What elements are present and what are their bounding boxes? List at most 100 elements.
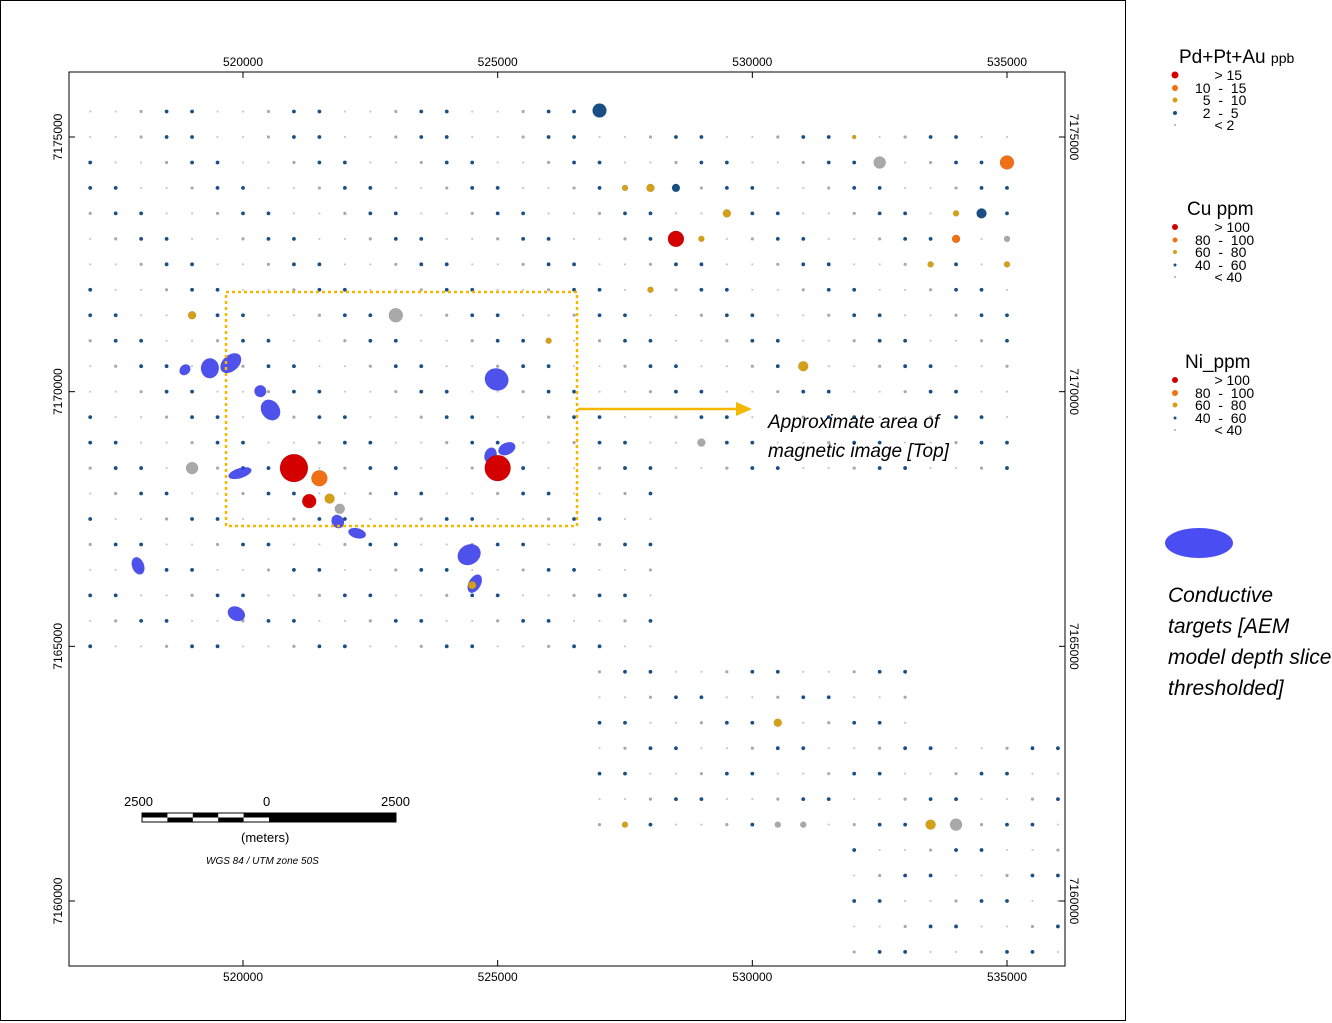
sample-point xyxy=(572,492,576,495)
sample-point xyxy=(419,135,424,139)
sample-point xyxy=(597,822,602,827)
x-tick-label-bottom: 520000 xyxy=(223,970,263,984)
sample-point xyxy=(292,364,296,369)
sample-point xyxy=(1005,466,1009,470)
sample-point xyxy=(292,517,296,521)
sample-point xyxy=(826,287,831,292)
sample-point xyxy=(496,288,499,291)
anomalous-sample xyxy=(187,311,197,320)
sample-point xyxy=(929,339,932,342)
legend-label: < 2 xyxy=(1195,117,1235,133)
sample-point xyxy=(954,466,958,470)
sample-point xyxy=(903,135,907,139)
sample-point xyxy=(801,236,806,241)
sample-point xyxy=(215,644,220,649)
sample-point xyxy=(904,441,907,444)
sample-point xyxy=(928,135,933,139)
sample-point xyxy=(853,798,856,801)
sample-point xyxy=(903,924,907,929)
sample-point xyxy=(266,135,271,139)
x-tick-label-top: 535000 xyxy=(987,55,1027,69)
sample-point xyxy=(852,822,856,827)
sample-point xyxy=(878,416,881,419)
sample-point xyxy=(215,313,220,318)
sample-point xyxy=(878,288,881,291)
sample-point xyxy=(470,160,475,165)
sample-point xyxy=(801,797,806,802)
sample-point xyxy=(445,466,448,470)
sample-point xyxy=(241,237,245,241)
sample-point xyxy=(88,466,92,470)
sample-point xyxy=(623,491,627,496)
sample-point xyxy=(445,186,449,190)
sample-point xyxy=(317,186,321,190)
sample-point xyxy=(114,568,117,572)
sample-point xyxy=(546,415,551,419)
sample-point xyxy=(470,593,475,598)
sample-point xyxy=(597,466,602,470)
anomalous-sample xyxy=(1003,235,1011,243)
sample-point xyxy=(750,237,754,241)
legend-label: < 40 xyxy=(1195,422,1243,438)
sample-point xyxy=(190,415,194,420)
sample-point xyxy=(598,492,601,495)
sample-point xyxy=(368,364,372,368)
sample-point xyxy=(699,287,704,292)
sample-point xyxy=(623,313,627,318)
sample-point xyxy=(369,517,372,521)
sample-point xyxy=(903,262,907,266)
legend-symbol xyxy=(1173,263,1177,266)
sample-point xyxy=(445,593,449,597)
sample-point xyxy=(699,313,703,317)
sample-point xyxy=(1056,746,1060,751)
sample-point xyxy=(1005,288,1009,291)
sample-point xyxy=(444,135,449,139)
sample-point xyxy=(445,339,448,342)
sample-point xyxy=(623,771,627,776)
sample-point xyxy=(164,236,169,241)
sample-point xyxy=(547,441,550,444)
sample-point xyxy=(853,237,856,240)
sample-point xyxy=(1031,772,1034,775)
sample-point xyxy=(471,492,474,495)
sample-point xyxy=(266,568,271,572)
sample-point xyxy=(368,619,372,623)
sample-point xyxy=(496,161,499,164)
sample-point xyxy=(114,237,118,241)
conductive-target xyxy=(457,544,481,566)
sample-point xyxy=(114,416,117,419)
sample-point xyxy=(598,390,601,393)
sample-point xyxy=(267,594,270,597)
sample-point xyxy=(470,339,474,343)
sample-point xyxy=(139,542,144,547)
legend-cu-item: > 100 xyxy=(1145,220,1254,234)
sample-point xyxy=(674,389,678,394)
sample-point xyxy=(674,746,678,751)
sample-point xyxy=(750,313,755,318)
y-tick-label-right: 7175000 xyxy=(1067,114,1081,161)
sample-point xyxy=(190,109,194,114)
sample-point xyxy=(190,568,194,572)
y-tick-label-right: 7165000 xyxy=(1067,623,1081,670)
sample-point xyxy=(292,441,296,444)
sample-point xyxy=(724,415,729,420)
sample-point xyxy=(648,262,653,266)
legend-ni-item: 40 - 60 xyxy=(1145,411,1250,424)
sample-point xyxy=(369,135,372,139)
sample-point xyxy=(572,237,576,240)
sample-point xyxy=(318,619,321,622)
sample-point xyxy=(522,288,525,291)
sample-point xyxy=(343,110,346,113)
sample-point xyxy=(495,338,500,343)
anomalous-sample xyxy=(467,580,477,590)
sample-point xyxy=(164,491,169,496)
sample-point xyxy=(929,466,932,470)
sample-point xyxy=(292,160,296,165)
sample-point xyxy=(776,186,779,190)
sample-point xyxy=(648,491,653,496)
sample-point xyxy=(904,721,907,724)
sample-point xyxy=(445,492,448,495)
sample-point xyxy=(751,390,754,393)
sample-point xyxy=(1005,364,1009,368)
sample-point xyxy=(88,160,93,165)
